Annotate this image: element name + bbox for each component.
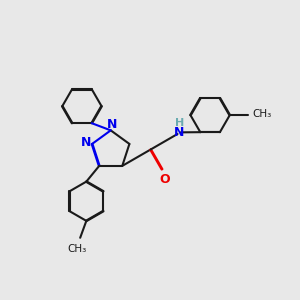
Text: H: H [175,118,184,128]
Text: CH₃: CH₃ [253,109,272,118]
Text: CH₃: CH₃ [67,244,86,254]
Text: N: N [174,126,185,139]
Text: N: N [107,118,118,131]
Text: O: O [159,173,170,186]
Text: N: N [81,136,92,149]
